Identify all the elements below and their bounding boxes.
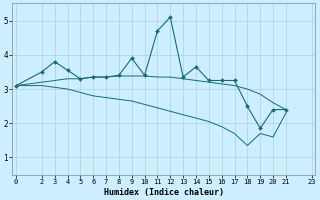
- X-axis label: Humidex (Indice chaleur): Humidex (Indice chaleur): [104, 188, 224, 197]
